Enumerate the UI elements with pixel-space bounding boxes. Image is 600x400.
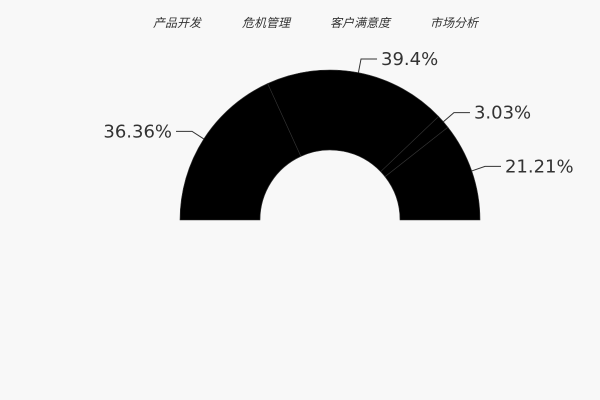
legend-item-1[interactable]: 产品开发 [153,16,203,30]
label-leader-line-1 [176,130,205,140]
legend-item-3[interactable]: 客户满意度 [330,16,392,30]
legend-item-4[interactable]: 市场分析 [430,16,480,30]
label-leader-line-4 [471,165,501,172]
data-label-1: 36.36% [103,121,172,142]
label-leader-line-3 [443,112,470,123]
data-label-4: 21.21% [505,156,574,177]
pie-slice-1[interactable] [179,83,302,221]
data-label-2: 39.4% [381,49,438,70]
legend-item-2[interactable]: 危机管理 [242,16,292,30]
chart-legend: 产品开发 危机管理 客户满意度 市场分析 [153,16,480,30]
label-leader-line-2 [357,58,378,73]
pie-slice-2[interactable] [267,69,439,173]
data-label-3: 3.03% [474,103,531,124]
pie-slice-4[interactable] [384,126,481,221]
chart-slices [179,69,481,221]
chart-labels: 36.36% 39.4% 3.03% 21.21% [103,49,573,177]
